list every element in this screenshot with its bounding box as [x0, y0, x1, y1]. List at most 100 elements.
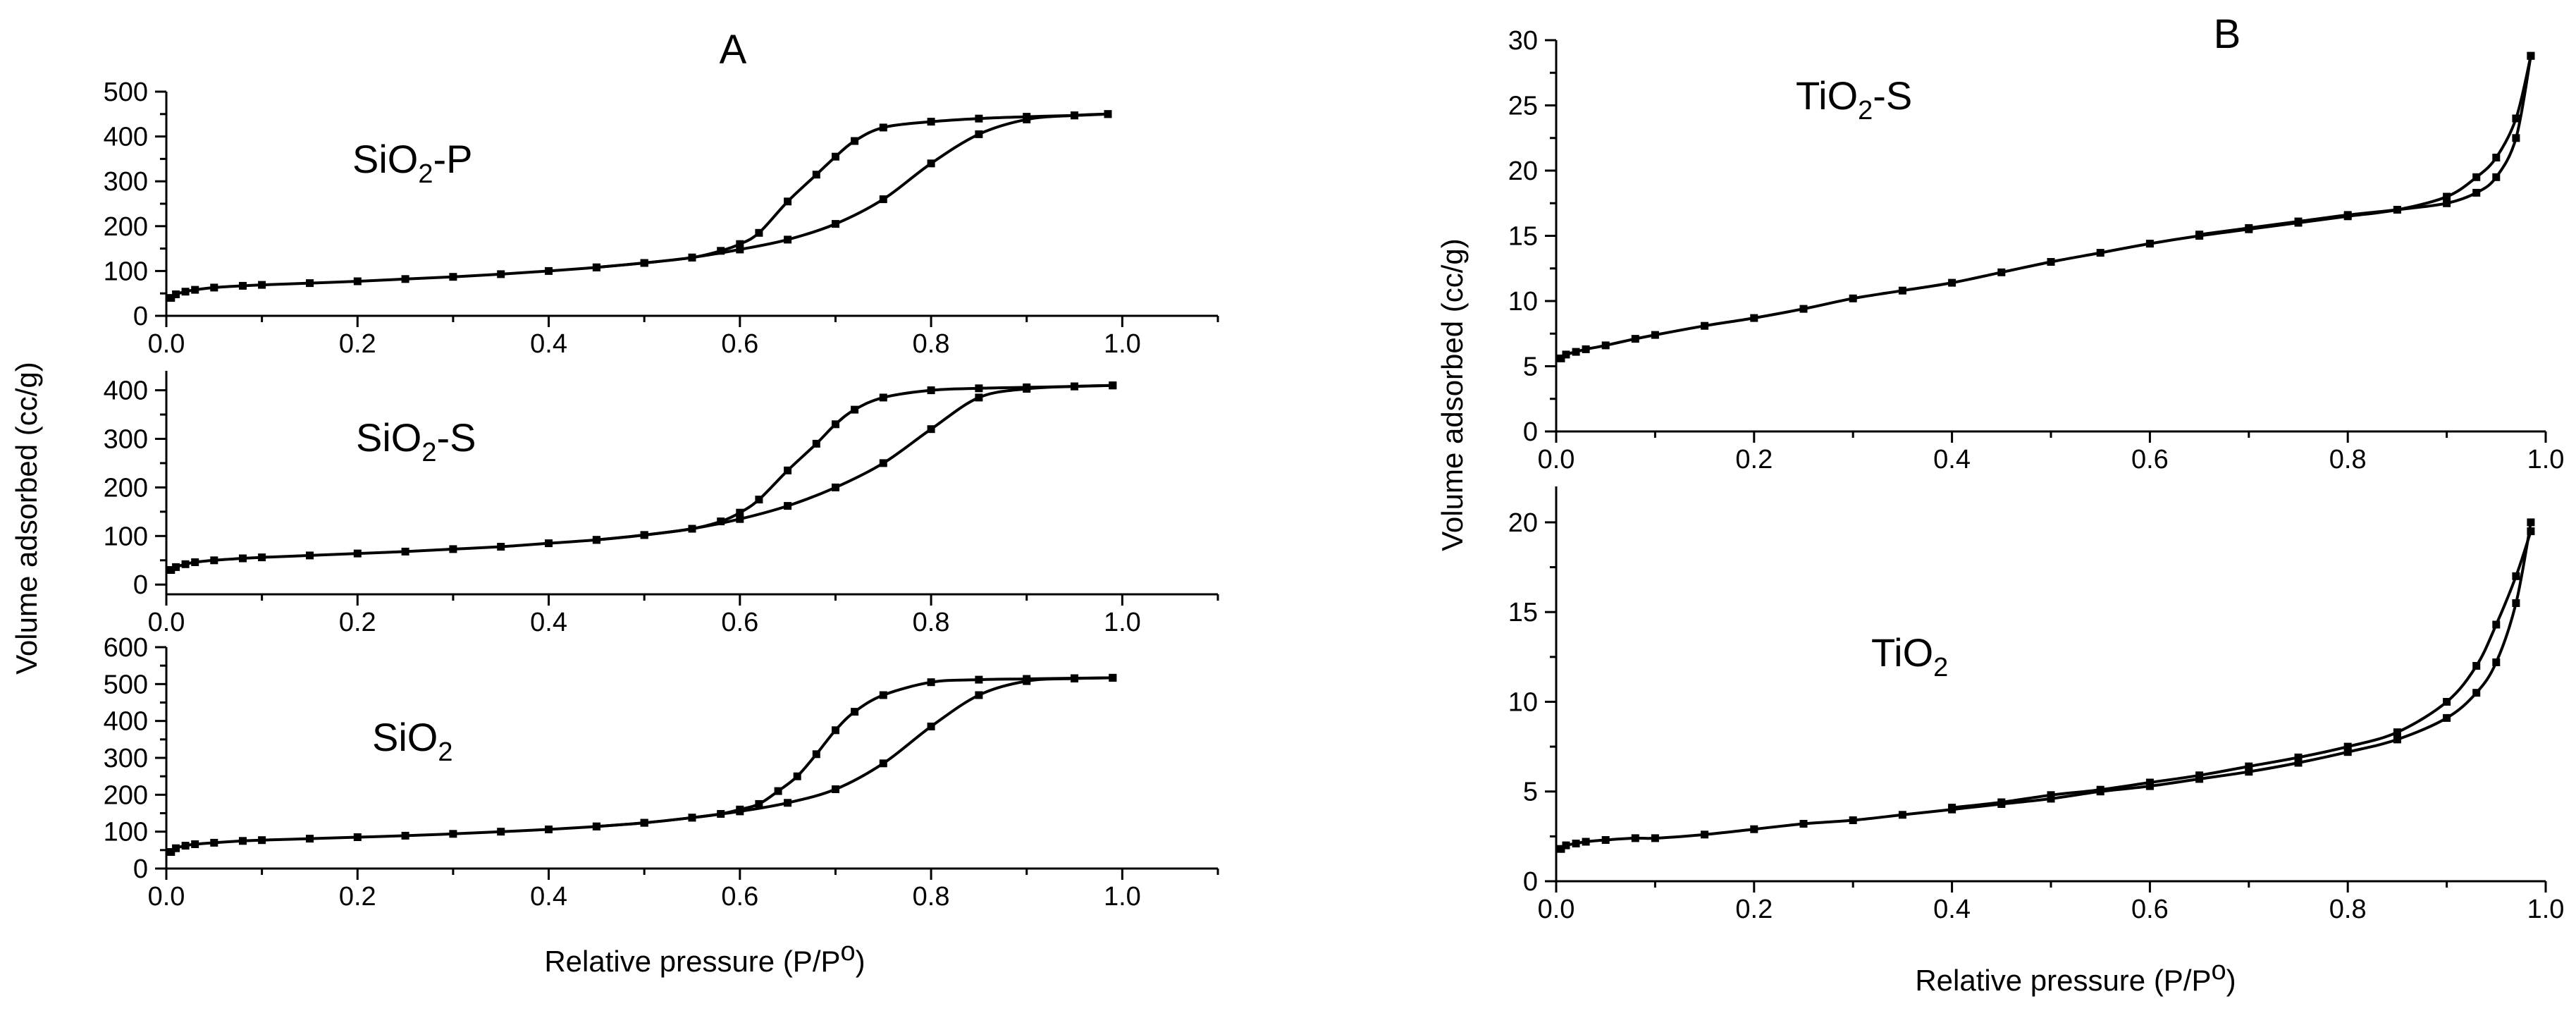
sample-label-tio2-s: TiO2-S: [1796, 73, 1912, 125]
chart-3-desorption-point: [2343, 211, 2352, 219]
sample-label-sio2-s: SiO2-S: [356, 415, 476, 467]
chart-1-desorption-point: [688, 525, 696, 533]
chart-0-x-tick-label: 1.0: [1104, 329, 1141, 359]
chart-3-adsorption-point: [2047, 258, 2055, 266]
chart-2-adsorption-point: [497, 828, 505, 836]
chart-0-x-tick-label: 0.4: [530, 329, 567, 359]
chart-4-adsorption-point: [1898, 811, 1906, 819]
chart-3-y-tick-label: 10: [1508, 287, 1538, 317]
chart-3-adsorption-point: [1562, 350, 1570, 359]
x-axis-title-a: Relative pressure (P/Po): [544, 937, 865, 978]
chart-0-x-tick-label: 0.8: [913, 329, 950, 359]
chart-1-desorption-point: [755, 496, 763, 504]
chart-4-desorption-point: [2527, 527, 2535, 536]
chart-1-adsorption-point: [306, 551, 314, 560]
chart-2-adsorption-point: [167, 848, 175, 856]
chart-4-adsorption-point: [1651, 834, 1659, 842]
chart-1-adsorption-point: [401, 547, 409, 556]
chart-4-adsorption-point: [1631, 834, 1639, 842]
chart-3-x-tick-label: 0.8: [2329, 445, 2367, 474]
chart-3-adsorption-point: [1849, 294, 1857, 302]
chart-0-adsorption-point: [927, 159, 935, 168]
chart-0-desorption-point: [717, 247, 725, 255]
chart-1-y-tick-label: 300: [104, 424, 148, 454]
chart-2-adsorption-point: [353, 833, 362, 841]
chart-0-adsorption-point: [784, 235, 792, 244]
chart-4-desorption-point: [1948, 804, 1956, 812]
chart-3-adsorption-point: [1948, 278, 1956, 287]
chart-2-x-tick-label: 1.0: [1104, 882, 1141, 912]
chart-1-adsorption-point: [832, 483, 839, 491]
y-axis-title-b: Volume adsorbed (cc/g): [1436, 238, 1469, 551]
chart-0-adsorption-point: [172, 290, 180, 298]
chart-0-desorption-point: [927, 118, 935, 126]
chart-2-desorption-point: [1023, 675, 1031, 683]
chart-2-desorption-point: [688, 814, 696, 822]
chart-3-adsorption-point: [2443, 192, 2451, 201]
chart-3-y-tick-label: 25: [1508, 92, 1538, 121]
chart-2-desorption-point: [755, 799, 763, 808]
chart-2-desorption-point: [975, 675, 983, 684]
chart-4-y-tick-label: 0: [1523, 867, 1538, 897]
chart-1-y-tick-label: 400: [104, 376, 148, 406]
chart-1-desorption-point: [1023, 383, 1031, 391]
chart-0-adsorption-point: [449, 273, 457, 281]
chart-2-adsorption-point: [545, 826, 553, 833]
subplot-tio2-s: 0.0 0.2 0.4 0.6 0.8 1.0 0 5 10 15 20 25 30: [1508, 26, 2565, 474]
chart-2-desorption-point: [640, 818, 648, 827]
subplot-sio2: 0.0 0.2 0.4 0.6 0.8 1.0 0 100 200 300 400 500 600: [104, 633, 1219, 912]
chart-0-adsorption-point: [832, 220, 839, 228]
chart-1-x-tick-label: 0.6: [721, 608, 758, 637]
chart-4-adsorption-point: [1572, 840, 1580, 847]
chart-3-x-tick-label: 0.2: [1735, 445, 1773, 474]
chart-1-desorption-point: [927, 386, 935, 395]
chart-1-desorption-point: [1109, 381, 1117, 390]
chart-3-y-tick-label: 30: [1508, 26, 1538, 56]
x-axis-title-b: Relative pressure (P/Po): [1915, 956, 2236, 997]
chart-2-x-tick-label: 0.8: [913, 882, 950, 912]
chart-1-desorption-point: [736, 508, 744, 517]
chart-2-desorption-point: [812, 750, 820, 759]
chart-4-x-tick-label: 0.0: [1538, 895, 1575, 924]
chart-1-adsorption-point: [258, 553, 266, 562]
panel-letter-b: B: [2214, 11, 2241, 57]
chart-3-desorption-point: [2527, 51, 2535, 60]
chart-3-desorption-point: [2393, 206, 2401, 214]
chart-0-y-tick-label: 500: [104, 78, 148, 107]
chart-2-x-tick-label: 0.4: [530, 882, 567, 912]
chart-2-adsorption-point: [975, 691, 983, 699]
chart-1-adsorption-point: [736, 515, 744, 523]
chart-0-adsorption-point: [239, 281, 247, 290]
chart-4-adsorption-point: [2512, 599, 2520, 607]
chart-4-desorption-point: [2393, 728, 2401, 737]
chart-4-y-tick-label: 5: [1523, 778, 1538, 807]
chart-2-y-tick-label: 400: [104, 707, 148, 737]
chart-4-desorption-point: [2245, 762, 2253, 771]
chart-3-y-tick-label: 0: [1523, 417, 1538, 447]
chart-4-adsorption-point: [2492, 658, 2501, 666]
chart-0-desorption-point: [1104, 110, 1112, 118]
chart-4-desorption-point: [2472, 662, 2481, 670]
chart-4-adsorption-point: [2527, 518, 2535, 527]
chart-0-desorption-point: [592, 263, 600, 271]
chart-3-adsorption-point: [1898, 286, 1906, 295]
chart-0-adsorption-point: [401, 275, 409, 283]
chart-2-y-tick-label: 100: [104, 818, 148, 847]
chart-1-desorption-point: [879, 393, 887, 402]
chart-1-x-tick-label: 0.2: [339, 608, 376, 637]
chart-0-adsorption-point: [306, 279, 314, 288]
panel-letter-a: A: [720, 27, 747, 73]
chart-4-desorption-point: [2343, 742, 2352, 751]
chart-2-adsorption-point: [239, 837, 247, 845]
sample-label-sio2-p: SiO2-P: [352, 137, 473, 189]
chart-0-desorption-point: [784, 197, 792, 206]
chart-0-adsorption-line: [170, 112, 1109, 300]
chart-1-y-tick-label: 100: [104, 522, 148, 551]
chart-2-y-tick-label: 200: [104, 780, 148, 810]
chart-0-y-tick-label: 300: [104, 167, 148, 197]
chart-0-y-tick-label: 200: [104, 212, 148, 242]
chart-2-adsorption-point: [927, 723, 935, 730]
chart-3-desorption-point: [2195, 231, 2204, 239]
chart-0-x-tick-label: 0.0: [148, 329, 185, 359]
chart-1-adsorption-point: [353, 549, 362, 558]
